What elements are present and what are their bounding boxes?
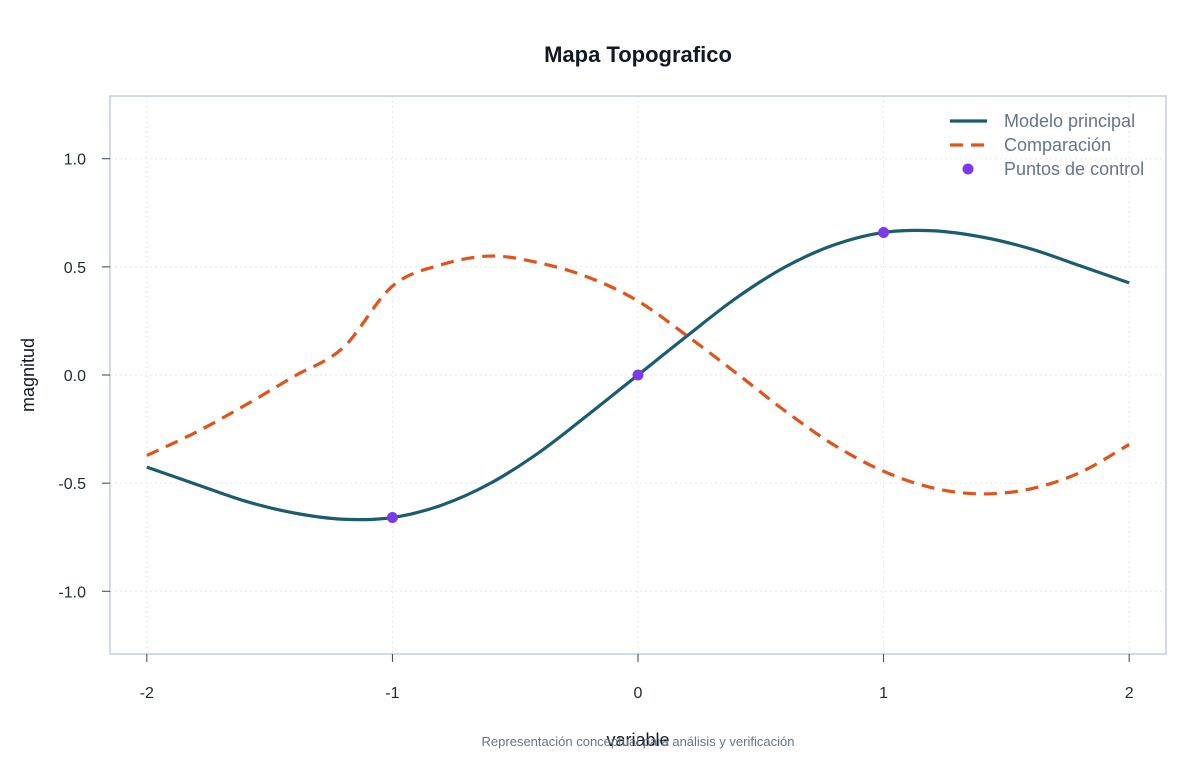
y-tick-label: -0.5 <box>58 476 86 493</box>
x-tick-label: 0 <box>634 685 643 702</box>
x-tick-label: -2 <box>140 685 154 702</box>
y-tick-label: -1.0 <box>58 584 86 601</box>
data-series <box>146 226 1130 524</box>
x-tick-label: -1 <box>385 685 399 702</box>
legend-label: Puntos de control <box>1004 159 1144 179</box>
y-tick-label: 0.0 <box>64 368 86 385</box>
y-tick-label: 1.0 <box>64 152 86 169</box>
y-axis-label: magnitud <box>18 338 38 412</box>
y-tick-label: 0.5 <box>64 260 86 277</box>
control-point <box>632 369 644 381</box>
x-axis-label: variable <box>606 730 669 750</box>
x-tick-label: 1 <box>879 685 888 702</box>
legend-label: Comparación <box>1004 135 1111 155</box>
grid-lines <box>110 96 1166 654</box>
x-tick-label: 2 <box>1125 685 1134 702</box>
legend-label: Modelo principal <box>1004 111 1135 131</box>
chart-caption: Representación conceptual para análisis … <box>482 734 795 749</box>
control-point <box>878 226 890 238</box>
legend-marker <box>962 163 974 175</box>
series-line-1 <box>146 254 1130 496</box>
legend: Modelo principal Comparación Puntos de con… <box>950 111 1144 179</box>
chart-title: Mapa Topografico <box>544 42 732 67</box>
control-point <box>386 512 398 524</box>
axis-ticks: -2 -1 0 1 2 -1.0 -0.5 0.0 0.5 1.0 <box>58 152 1133 702</box>
